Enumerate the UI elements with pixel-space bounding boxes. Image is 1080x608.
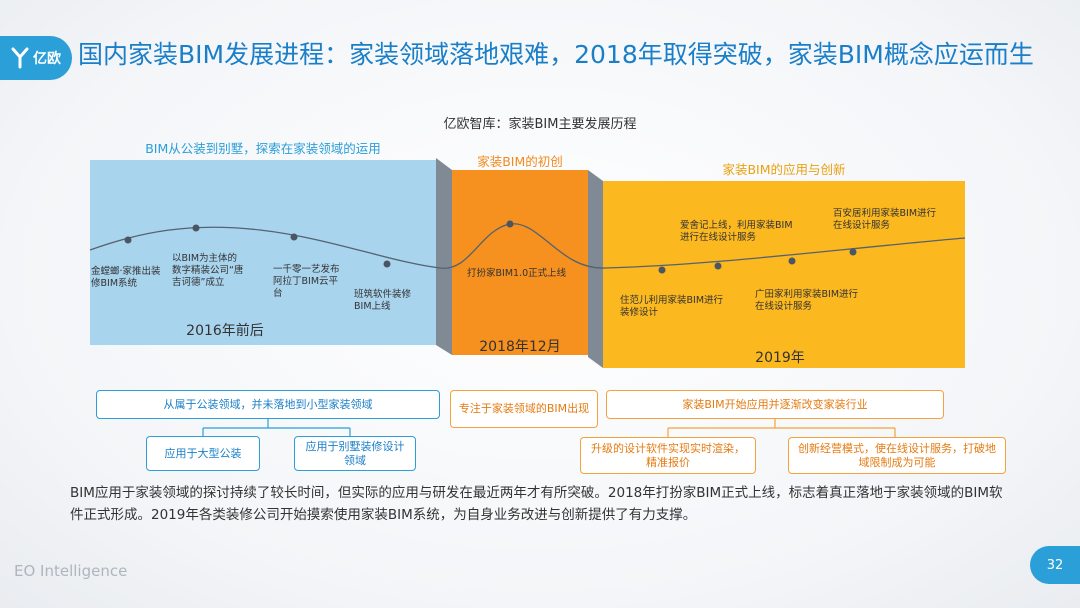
- page-title: 国内家装BIM发展进程：家装领域落地艰难，2018年取得突破，家装BIM概念应运…: [78, 40, 1034, 69]
- marker-6: [658, 266, 666, 274]
- event-1: 金螳螂·家推出装修BIM系统: [91, 266, 161, 289]
- marker-3: [290, 233, 298, 241]
- event-3: 一千零一艺发布阿拉丁BIM云平台: [273, 264, 340, 299]
- box-gold-main: 家装BIM开始应用并逐渐改变家装行业: [606, 390, 944, 419]
- phase-label-3: 家装BIM的应用与创新: [722, 162, 846, 177]
- event-9: 百安居利用家装BIM进行在线设计服务: [833, 208, 937, 231]
- connectors-gold: [667, 419, 896, 437]
- event-6: 住范儿利用家装BIM进行装修设计: [620, 295, 724, 318]
- year-2019: 2019年: [755, 350, 805, 366]
- event-markers: [124, 220, 857, 274]
- marker-7: [714, 262, 722, 270]
- page-number: 32: [1030, 546, 1080, 584]
- marker-5: [506, 220, 514, 228]
- phase-label-2: 家装BIM的初创: [477, 154, 563, 169]
- footer-brand: EO Intelligence: [14, 562, 128, 580]
- box-blue-main: 从属于公装领域，并未落地到小型家装领域: [96, 390, 440, 419]
- summary-text: BIM应用于家装领域的探讨持续了较长时间，但实际的应用与研发在最近两年才有所突破…: [70, 485, 1003, 523]
- logo-text: 亿欧: [33, 51, 61, 67]
- box-blue-sub1: 应用于大型公装: [146, 436, 260, 471]
- logo-y-icon: [11, 47, 29, 69]
- phase-label-1: BIM从公装到别墅，探索在家装领域的运用: [145, 141, 381, 156]
- marker-9: [849, 248, 857, 256]
- box-blue-sub2: 应用于别墅装修设计领域: [294, 436, 416, 471]
- event-4: 班筑软件装修BIM上线: [354, 289, 412, 312]
- marker-8: [788, 257, 796, 265]
- chart-title: 亿欧智库：家装BIM主要发展历程: [443, 117, 637, 132]
- event-8: 广田家利用家装BIM进行在线设计服务: [755, 289, 859, 312]
- marker-1: [124, 236, 132, 244]
- year-2016: 2016年前后: [186, 323, 264, 339]
- year-2018: 2018年12月: [479, 339, 561, 355]
- phase-panel-2019: [603, 181, 965, 368]
- event-5: 打扮家BIM1.0正式上线: [467, 268, 567, 279]
- event-7: 爱舍记上线，利用家装BIM进行在线设计服务: [680, 220, 793, 243]
- connectors: [202, 419, 351, 436]
- marker-2: [192, 224, 200, 232]
- marker-4: [383, 260, 391, 268]
- separator-2: [588, 170, 603, 368]
- phase-panel-2018: [452, 170, 588, 355]
- event-2: 以BIM为主体的数字精装公司“唐吉诃德”成立: [172, 253, 244, 288]
- separator-1: [436, 158, 452, 355]
- logo: 亿欧: [0, 36, 72, 80]
- box-gold-sub2: 创新经营模式，使在线设计服务，打破地域限制成为可能: [788, 437, 1006, 474]
- box-gold-sub1: 升级的设计软件实现实时渲染，精准报价: [580, 437, 756, 474]
- phase-panel-2016: [90, 160, 436, 345]
- box-orange-main: 专注于家装领域的BIM出现: [450, 390, 598, 428]
